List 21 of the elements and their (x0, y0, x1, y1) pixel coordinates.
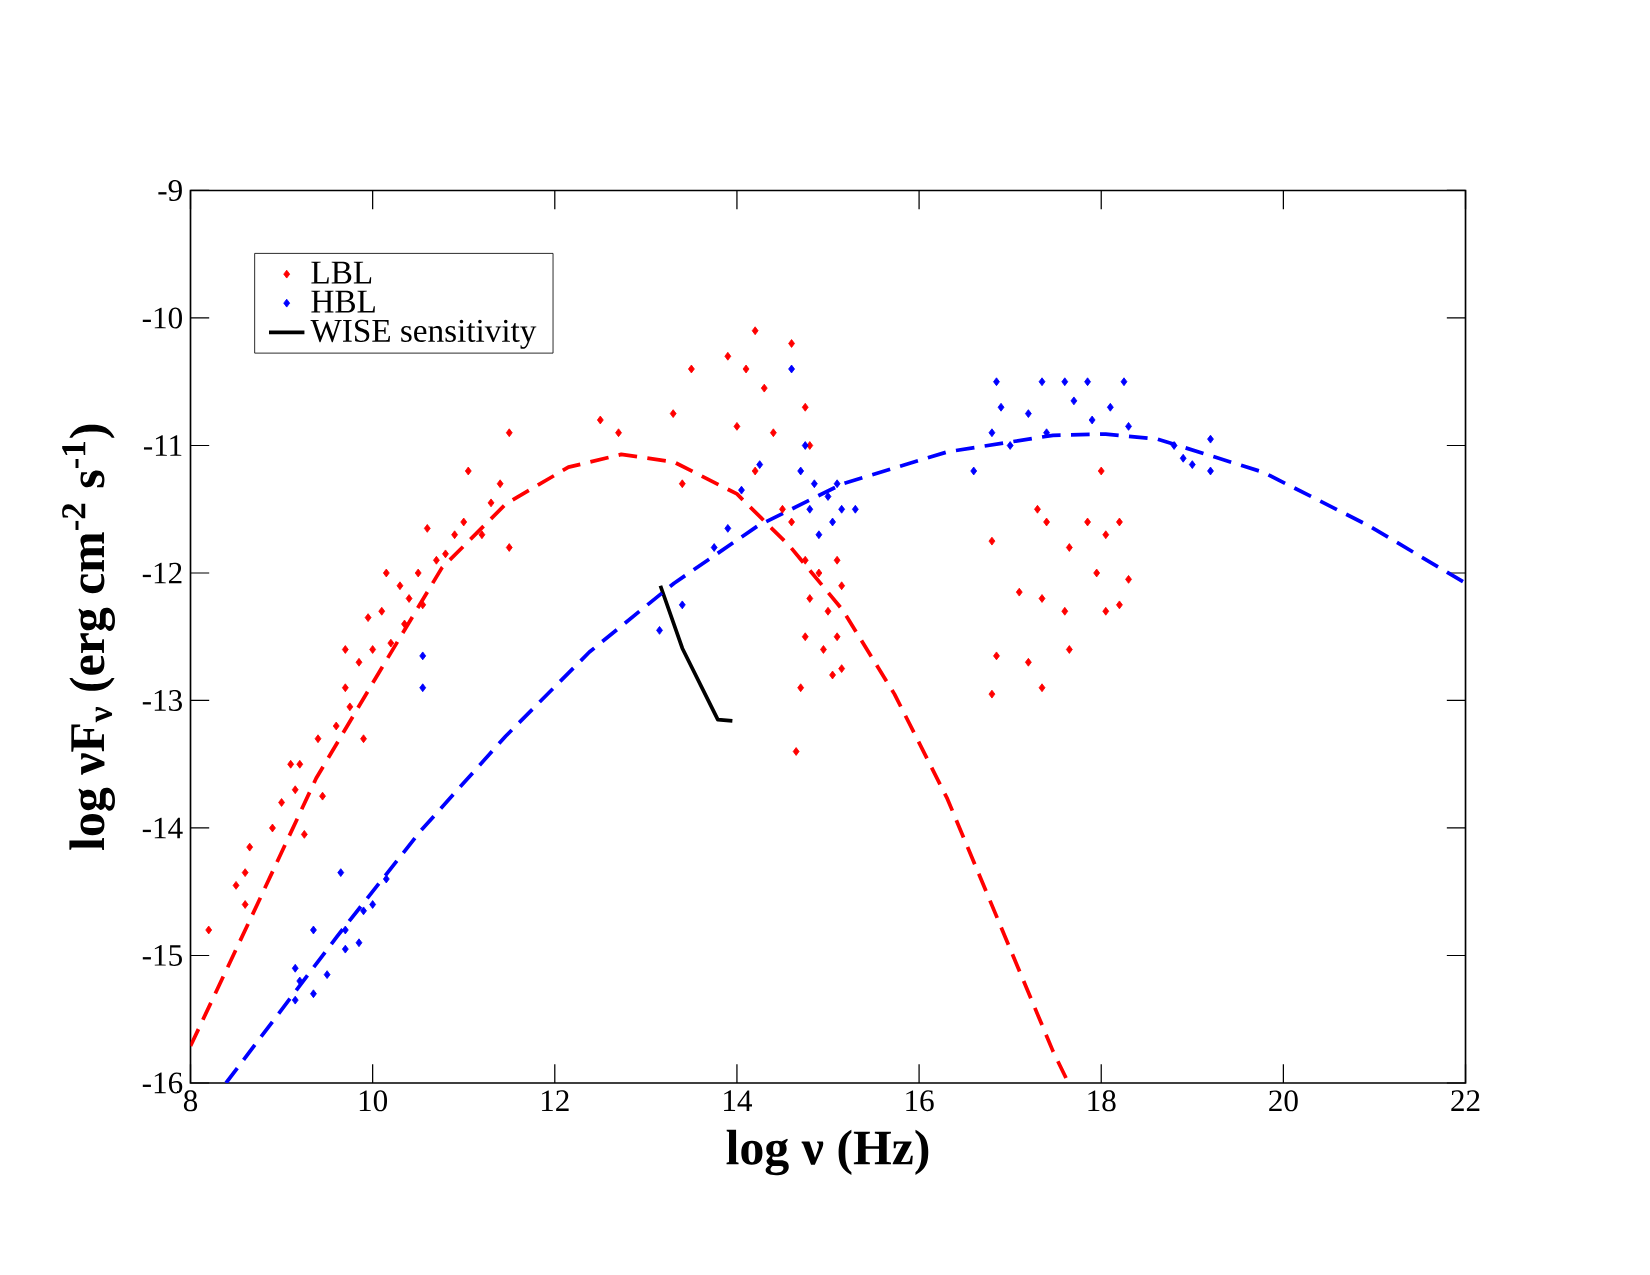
x-axis-title: log ν (Hz) (726, 1129, 929, 1176)
y-tick-label: -15 (142, 945, 182, 966)
legend-label: LBL (311, 261, 372, 284)
x-tick-label: 12 (541, 1090, 569, 1111)
y-tick-label: -11 (143, 435, 182, 456)
legend-label: WISE sensitivity (310, 319, 537, 349)
x-tick-label: 10 (359, 1090, 388, 1112)
x-tick-label: 22 (1451, 1090, 1480, 1111)
y-tick-label: -10 (142, 307, 182, 329)
y-tick-label: -9 (158, 180, 182, 201)
y-axis-title: log νF$_{ν}$ (erg cm$^{-2}$ s$^{-1}$) (62, 424, 115, 850)
x-tick-label: 14 (724, 1090, 753, 1111)
y-tick-label: -14 (142, 817, 183, 839)
x-tick-label: 18 (1088, 1090, 1116, 1112)
legend-label: HBL (311, 290, 375, 313)
y-tick-label: -13 (142, 690, 182, 711)
x-tick-label: 8 (183, 1090, 198, 1112)
x-tick-label: 16 (906, 1090, 934, 1112)
y-tick-label: -16 (142, 1072, 183, 1094)
y-tick-label: -12 (142, 562, 182, 584)
x-tick-label: 20 (1269, 1090, 1298, 1112)
